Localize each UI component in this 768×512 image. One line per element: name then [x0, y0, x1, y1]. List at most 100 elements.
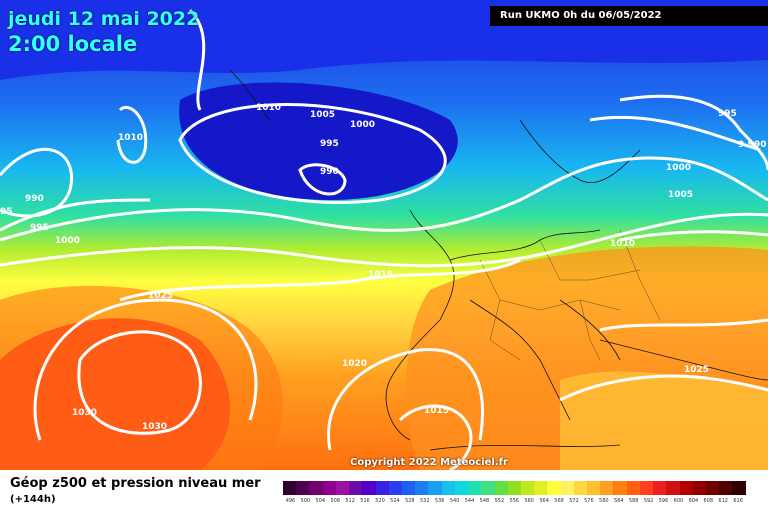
scale-value-label: 520 — [375, 498, 385, 504]
isobar-label: 1010 — [256, 103, 281, 113]
scale-value-label: 584 — [613, 498, 624, 504]
isobar-label: 1030 — [72, 408, 97, 418]
isobar-label: 1015 — [424, 406, 449, 416]
scale-swatch — [309, 481, 323, 495]
scale-swatch — [520, 481, 535, 495]
scale-value-label: 516 — [360, 498, 370, 504]
scale-value-label: 532 — [419, 498, 430, 504]
scale-value-label: 500 — [300, 498, 311, 504]
scale-swatch — [428, 481, 442, 495]
isobar-label: 995 — [718, 109, 737, 119]
scale-swatch — [494, 481, 508, 495]
scale-value-label: 608 — [703, 498, 714, 504]
scale-value-label: 512 — [345, 498, 355, 504]
isobars — [0, 8, 768, 470]
scale-value-label: 568 — [554, 498, 564, 504]
scale-value-label: 580 — [599, 498, 609, 504]
scale-swatch — [653, 481, 667, 495]
scale-value-label: 612 — [718, 498, 728, 504]
scale-value-label: 560 — [524, 498, 534, 504]
isobar-label: 990 — [25, 194, 44, 204]
forecast-date: jeudi 12 mai 2022 — [8, 8, 200, 30]
scale-swatch — [454, 481, 469, 495]
scale-swatch — [481, 481, 495, 495]
scale-swatch — [507, 481, 521, 495]
scale-value-label: 596 — [658, 498, 669, 504]
scale-value-label: 576 — [584, 498, 594, 504]
forecast-offset: (+144h) — [10, 494, 56, 505]
scale-swatch — [468, 481, 482, 495]
isobar-label: 1000 — [55, 236, 80, 246]
scale-swatch — [706, 481, 720, 495]
isobar-label: 95 — [0, 207, 13, 217]
isobar-label: 1025 — [684, 365, 709, 375]
isobar-label: 1025 — [148, 291, 173, 301]
scale-value-label: 616 — [733, 498, 743, 504]
scale-swatch — [283, 481, 297, 495]
scale-swatch — [679, 481, 693, 495]
scale-swatch — [560, 481, 574, 495]
scale-swatch — [547, 481, 561, 495]
map-canvas: 1010 1005 1000 995 990 1010 990 995 1000… — [0, 0, 768, 470]
scale-swatch — [375, 481, 389, 495]
scale-swatch — [639, 481, 654, 495]
isobar-label: 995 — [30, 223, 49, 233]
legend-footer: Géop z500 et pression niveau mer (+144h)… — [0, 470, 768, 512]
isobar-label: 1010 — [118, 133, 143, 143]
scale-swatch — [573, 481, 588, 495]
isobar-label: 1015 — [368, 270, 393, 280]
low-pressure-core — [179, 82, 458, 200]
scale-value-label: 544 — [464, 498, 475, 504]
color-scale — [283, 481, 746, 495]
scale-swatch — [600, 481, 614, 495]
scale-value-label: 548 — [479, 498, 490, 504]
scale-swatch — [349, 481, 363, 495]
scale-swatch — [692, 481, 706, 495]
isobar-label: 1030 — [142, 422, 167, 432]
isobar-label: 1010 — [610, 239, 635, 249]
scale-value-label: 504 — [315, 498, 326, 504]
scale-value-label: 592 — [643, 498, 654, 504]
scale-swatch — [587, 481, 601, 495]
scale-swatch — [613, 481, 627, 495]
scale-swatch — [666, 481, 680, 495]
scale-swatch — [441, 481, 455, 495]
weather-map: 1010 1005 1000 995 990 1010 990 995 1000… — [0, 0, 768, 470]
scale-value-label: 528 — [405, 498, 415, 504]
run-info-badge: Run UKMO 0h du 06/05/2022 — [490, 6, 768, 26]
isobar-label: 1005 — [668, 190, 693, 200]
scale-value-label: 600 — [673, 498, 684, 504]
scale-swatch — [388, 481, 402, 495]
isobar-label: 1005 — [310, 110, 335, 120]
coastlines — [229, 69, 768, 451]
scale-value-label: 604 — [688, 498, 699, 504]
forecast-time: 2:00 locale — [8, 32, 138, 56]
scale-value-label: 508 — [330, 498, 340, 504]
scale-value-label: 572 — [569, 498, 579, 504]
isobar-label-group: 1010 1005 1000 995 990 1010 990 995 1000… — [0, 103, 766, 432]
scale-value-label: 536 — [434, 498, 445, 504]
isobar-label: 9.990 — [738, 140, 766, 150]
scale-swatch — [626, 481, 640, 495]
scale-swatch — [534, 481, 548, 495]
isobar-label: 990 — [320, 167, 339, 177]
scale-swatch — [296, 481, 310, 495]
copyright-text: Copyright 2022 Meteociel.fr — [350, 457, 508, 468]
scale-swatch — [322, 481, 336, 495]
isobar-label: 1000 — [350, 120, 375, 130]
scale-swatch — [415, 481, 429, 495]
scale-value-label: 564 — [539, 498, 549, 504]
color-scale-labels: 496 500 504 508 512 516 520 524 528 532 536 540 544 5… — [283, 498, 746, 504]
borders — [479, 229, 661, 361]
scale-swatch — [335, 481, 350, 495]
scale-swatch — [401, 481, 416, 495]
scale-value-label: 556 — [509, 498, 520, 504]
scale-value-label: 552 — [494, 498, 505, 504]
scale-value-label: 588 — [628, 498, 639, 504]
isobar-label: 995 — [320, 139, 339, 149]
scale-swatch — [719, 481, 733, 495]
scale-value-label: 496 — [285, 498, 296, 504]
isobar-label: 1000 — [666, 163, 691, 173]
isobar-label: 1020 — [342, 359, 367, 369]
scale-value-label: 540 — [449, 498, 460, 504]
